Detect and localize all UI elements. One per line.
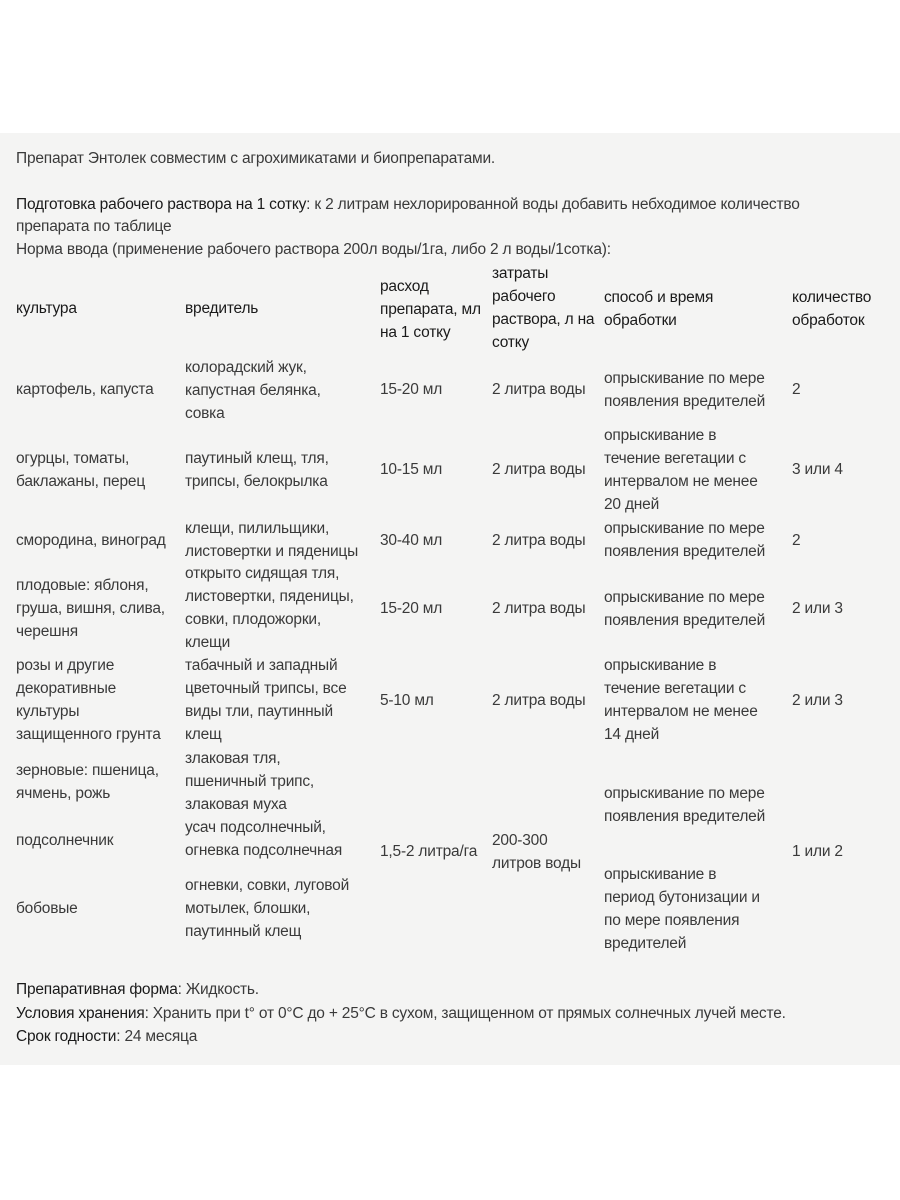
shelf-value: : 24 месяца [116, 1028, 198, 1045]
cell-culture: смородина, виноград [16, 532, 166, 549]
cell-dose: 1,5-2 литра/га [380, 843, 478, 860]
cell-culture: картофель, капуста [16, 381, 154, 398]
storage-label: Условия хранения [16, 1005, 145, 1022]
cell-culture: бобовые [16, 900, 78, 917]
cell-count: 1 или 2 [792, 843, 843, 860]
cell-pest: табачный и западный цветочный трипсы, вс… [185, 657, 347, 743]
cell-count: 3 или 4 [792, 461, 843, 478]
cell-pest: паутиный клещ, тля, трипсы, белокрылка [185, 450, 329, 490]
storage-value: : Хранить при t° от 0°C до + 25°C в сухо… [144, 1005, 786, 1022]
header-solution: затраты рабочего раствора, л на сотку [492, 265, 595, 351]
shelf-line: Срок годности: 24 месяца [16, 1025, 197, 1048]
cell-dose: 10-15 мл [380, 461, 443, 478]
header-count: количество обработок [792, 289, 872, 329]
cell-solution: 2 литра воды [492, 600, 586, 617]
cell-dose: 15-20 мл [380, 600, 443, 617]
cell-culture: подсолнечник [16, 832, 114, 849]
norm-text: Норма ввода (применение рабочего раствор… [16, 241, 611, 258]
cell-method: опрыскивание по мере появления вредителе… [604, 785, 766, 825]
header-culture: культура [16, 300, 77, 317]
cell-count: 2 [792, 381, 801, 398]
cell-pest: огневки, совки, луговой мотылек, блошки,… [185, 877, 350, 940]
preparation-text-2: препарата по таблице [16, 218, 172, 235]
form-value: : Жидкость. [177, 981, 259, 998]
cell-solution: 2 литра воды [492, 692, 586, 709]
form-label: Препаративная форма [16, 981, 178, 998]
cell-pest: клещи, пилильщики, листовертки и пядениц… [185, 520, 359, 560]
intro-text: Препарат Энтолек совместим с агрохимикат… [16, 150, 496, 167]
cell-method: опрыскивание по мере появления вредителе… [604, 589, 766, 629]
storage-line: Условия хранения: Хранить при t° от 0°C … [16, 1002, 786, 1025]
cell-count: 2 или 3 [792, 600, 843, 617]
cell-pest: открыто сидящая тля, листовертки, пядени… [185, 565, 354, 651]
preparation-label: Подготовка рабочего раствора на 1 сотку [16, 196, 307, 213]
cell-count: 2 или 3 [792, 692, 843, 709]
header-pest: вредитель [185, 300, 259, 317]
cell-solution: 2 литра воды [492, 461, 586, 478]
cell-solution: 2 литра воды [492, 381, 586, 398]
preparation-text: Подготовка рабочего раствора на 1 сотку:… [16, 193, 800, 216]
cell-method: опрыскивание в течение вегетации с интер… [604, 427, 758, 513]
cell-method: опрыскивание по мере появления вредителе… [604, 520, 766, 560]
shelf-label: Срок годности [16, 1028, 117, 1045]
cell-method: опрыскивание в период бутонизации и по м… [604, 866, 760, 952]
cell-solution: 2 литра воды [492, 532, 586, 549]
cell-method: опрыскивание в течение вегетации с интер… [604, 657, 758, 743]
cell-culture: зерновые: пшеница, ячмень, рожь [16, 762, 159, 802]
cell-pest: колорадский жук, капустная белянка, совк… [185, 359, 321, 422]
cell-solution: 200-300 литров воды [492, 832, 581, 872]
cell-pest: усач подсолнечный, огневка подсолнечная [185, 819, 343, 859]
header-method: способ и время обработки [604, 289, 714, 329]
cell-dose: 30-40 мл [380, 532, 443, 549]
cell-culture: плодовые: яблоня, груша, вишня, слива, ч… [16, 577, 165, 640]
cell-pest: злаковая тля, пшеничный трипс, злаковая … [185, 750, 315, 813]
description-panel [0, 133, 900, 1065]
cell-dose: 5-10 мл [380, 692, 434, 709]
cell-dose: 15-20 мл [380, 381, 443, 398]
header-dose: расход препарата, мл на 1 сотку [380, 278, 481, 341]
cell-method: опрыскивание по мере появления вредителе… [604, 370, 766, 410]
preparation-value: : к 2 литрам нехлорированной воды добави… [306, 196, 800, 213]
cell-culture: огурцы, томаты, баклажаны, перец [16, 450, 145, 490]
cell-culture: розы и другие декоративные культуры защи… [16, 657, 161, 743]
form-line: Препаративная форма: Жидкость. [16, 978, 259, 1001]
cell-count: 2 [792, 532, 801, 549]
